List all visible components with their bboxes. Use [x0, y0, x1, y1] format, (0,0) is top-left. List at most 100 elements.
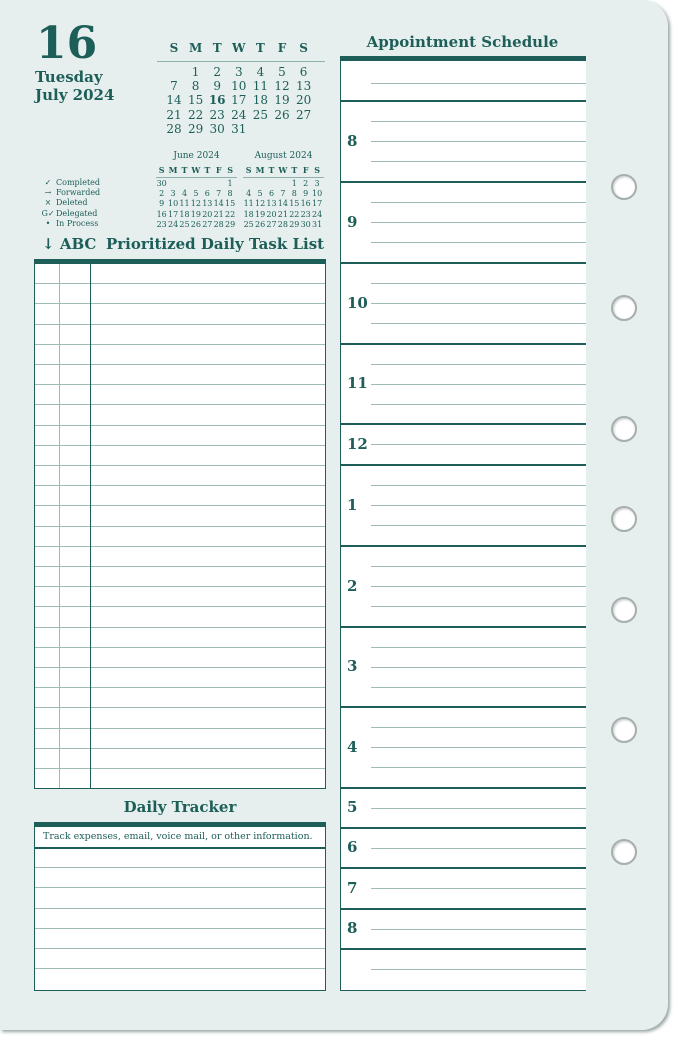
legend-item: → Forwarded [40, 188, 101, 198]
task-row-line [35, 747, 325, 749]
hour-label: 8 [347, 919, 358, 937]
mini-calendar-title: August 2024 [254, 151, 313, 161]
calendar-day: 15 [187, 93, 204, 108]
day-number: 16 [36, 18, 98, 69]
mini-calendar-day: 5 [193, 189, 199, 199]
weekday-header: T [255, 41, 265, 55]
tracker-header-divider [35, 847, 325, 849]
calendar-day: 31 [231, 121, 247, 136]
down-arrow-icon: ↓ [42, 235, 55, 253]
half-hour-line [371, 222, 586, 223]
mini-weekday-header: T [181, 165, 188, 175]
half-hour-line [371, 364, 586, 365]
calendar-day: 5 [278, 65, 286, 79]
calendar-day: 11 [252, 79, 269, 94]
month-year: July 2024 [35, 86, 115, 104]
half-hour-line [371, 161, 586, 162]
mini-calendar-day: 1 [227, 179, 233, 188]
task-row-line [35, 646, 325, 648]
task-list-title: Prioritized Daily Task List [106, 235, 325, 253]
binder-hole-icon [611, 416, 637, 442]
mini-calendar-day: 8 [227, 189, 233, 199]
task-row-line [35, 566, 325, 567]
calendar-day: 10 [231, 79, 247, 94]
calendar-day: 18 [252, 93, 269, 108]
mini-calendar-day: 8 [291, 189, 297, 199]
appointment-line [371, 888, 586, 889]
task-list-table[interactable] [34, 259, 326, 789]
hour-label: 7 [347, 878, 358, 897]
mini-calendar-day: 13 [202, 199, 213, 209]
legend-item: ✓ Completed [40, 178, 100, 188]
task-row-line [35, 364, 325, 365]
mini-calendar-day: 10 [167, 199, 179, 209]
binder-hole-icon [611, 295, 637, 321]
half-hour-line [371, 323, 586, 324]
calendar-day: 1 [191, 65, 200, 79]
half-hour-line [371, 384, 586, 385]
mini-calendar-day: 17 [167, 209, 179, 219]
legend-symbol-icon: × [44, 198, 52, 208]
mini-calendar-day: 7 [280, 189, 286, 199]
binder-hole-icon [611, 717, 637, 743]
mini-calendar-divider [243, 177, 324, 178]
mini-calendar-day: 2 [303, 179, 309, 188]
hour-divider [341, 181, 586, 183]
appointment-schedule[interactable]: 8 9 10 11 12 1 2 3 4 5 6 7 8 [340, 56, 586, 991]
mini-calendar-day: 21 [277, 209, 288, 219]
half-hour-line [371, 141, 586, 142]
hour-divider [341, 787, 586, 789]
mini-calendar-day: 26 [254, 219, 266, 229]
mini-calendar-day: 14 [277, 199, 288, 209]
mini-calendar-day: 29 [289, 219, 300, 229]
mini-calendar-day: 24 [311, 209, 323, 219]
hour-divider [341, 867, 586, 869]
hour-divider [341, 464, 586, 466]
task-row-line [35, 404, 325, 406]
mini-calendar-day: 3 [314, 179, 320, 188]
mini-weekday-header: W [191, 165, 201, 175]
task-row-line [35, 768, 325, 769]
hour-label: 12 [347, 434, 368, 453]
mini-calendar-day: 30 [156, 179, 167, 188]
weekday-header: F [277, 41, 287, 55]
half-hour-line [371, 747, 586, 748]
hour-divider [341, 827, 586, 829]
mini-calendar-day: 23 [300, 209, 311, 219]
task-row-line [35, 707, 325, 709]
calendar-day: 24 [231, 107, 247, 122]
mini-weekday-header: S [227, 165, 233, 175]
weekday-header: S [299, 41, 308, 55]
tracker-title: Daily Tracker [123, 798, 237, 816]
mini-calendar-day: 22 [289, 209, 300, 219]
calendar-day: 27 [295, 107, 312, 122]
half-hour-line [371, 283, 586, 284]
calendar-divider [157, 61, 325, 62]
hour-label: 10 [347, 293, 368, 312]
mini-calendar-day: 17 [311, 199, 323, 209]
daily-tracker-box[interactable]: Track expenses, email, voice mail, or ot… [34, 822, 326, 991]
legend-item: G✓ Delegated [40, 209, 100, 219]
hour-divider [341, 706, 586, 708]
calendar-day: 25 [252, 107, 269, 122]
half-hour-line [371, 606, 586, 607]
legend-label: Completed [56, 178, 101, 187]
mini-calendar-day: 15 [224, 199, 236, 209]
weekday-header: M [188, 41, 203, 55]
calendar-day: 21 [166, 107, 182, 122]
calendar-day: 9 [213, 79, 221, 94]
legend-symbol-icon: • [45, 218, 51, 228]
priority-label: ABC [59, 235, 97, 253]
half-hour-line [371, 505, 586, 506]
mini-calendar-day: 19 [254, 209, 266, 219]
task-row-line [35, 424, 325, 426]
task-row-line [35, 323, 325, 325]
mini-calendar-divider [156, 177, 237, 178]
mini-calendar-day: 3 [170, 189, 176, 199]
mini-calendar-day: 25 [179, 219, 190, 229]
appointment-line [371, 929, 586, 930]
task-row-line [35, 545, 325, 547]
mini-calendar-day: 9 [159, 199, 165, 209]
hour-label: 6 [347, 838, 358, 856]
weekday: Tuesday [35, 68, 103, 86]
